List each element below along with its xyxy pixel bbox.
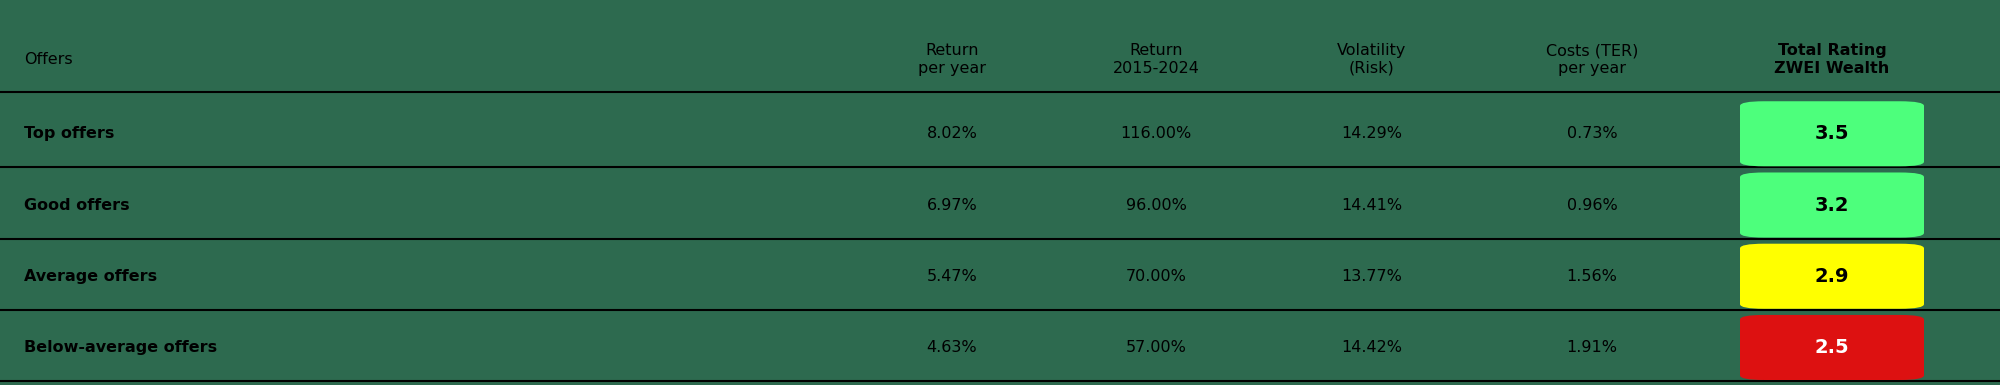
Text: 70.00%: 70.00% [1126,269,1186,284]
FancyBboxPatch shape [1740,244,1924,309]
Text: Volatility
(Risk): Volatility (Risk) [1338,44,1406,76]
Text: 57.00%: 57.00% [1126,340,1186,355]
Text: Offers: Offers [24,52,72,67]
Text: 14.42%: 14.42% [1342,340,1402,355]
Text: 4.63%: 4.63% [926,340,978,355]
Text: Total Rating
ZWEI Wealth: Total Rating ZWEI Wealth [1774,44,1890,76]
Text: 14.41%: 14.41% [1342,198,1402,213]
Text: 2.5: 2.5 [1814,338,1850,357]
Text: Costs (TER)
per year: Costs (TER) per year [1546,44,1638,76]
Text: Top offers: Top offers [24,126,114,141]
Text: 5.47%: 5.47% [926,269,978,284]
Text: 13.77%: 13.77% [1342,269,1402,284]
Text: 6.97%: 6.97% [926,198,978,213]
Text: 0.96%: 0.96% [1566,198,1618,213]
Text: 3.2: 3.2 [1814,196,1850,214]
Text: 116.00%: 116.00% [1120,126,1192,141]
Text: Good offers: Good offers [24,198,130,213]
Text: 3.5: 3.5 [1814,124,1850,143]
Text: Average offers: Average offers [24,269,158,284]
Text: 0.73%: 0.73% [1566,126,1618,141]
FancyBboxPatch shape [1740,101,1924,166]
Text: 96.00%: 96.00% [1126,198,1186,213]
Text: 1.56%: 1.56% [1566,269,1618,284]
FancyBboxPatch shape [1740,315,1924,380]
Text: 2.9: 2.9 [1814,267,1850,286]
Text: 1.91%: 1.91% [1566,340,1618,355]
Text: Return
per year: Return per year [918,44,986,76]
Text: 8.02%: 8.02% [926,126,978,141]
Text: Below-average offers: Below-average offers [24,340,218,355]
Text: Return
2015-2024: Return 2015-2024 [1112,44,1200,76]
Text: 14.29%: 14.29% [1342,126,1402,141]
FancyBboxPatch shape [1740,172,1924,238]
